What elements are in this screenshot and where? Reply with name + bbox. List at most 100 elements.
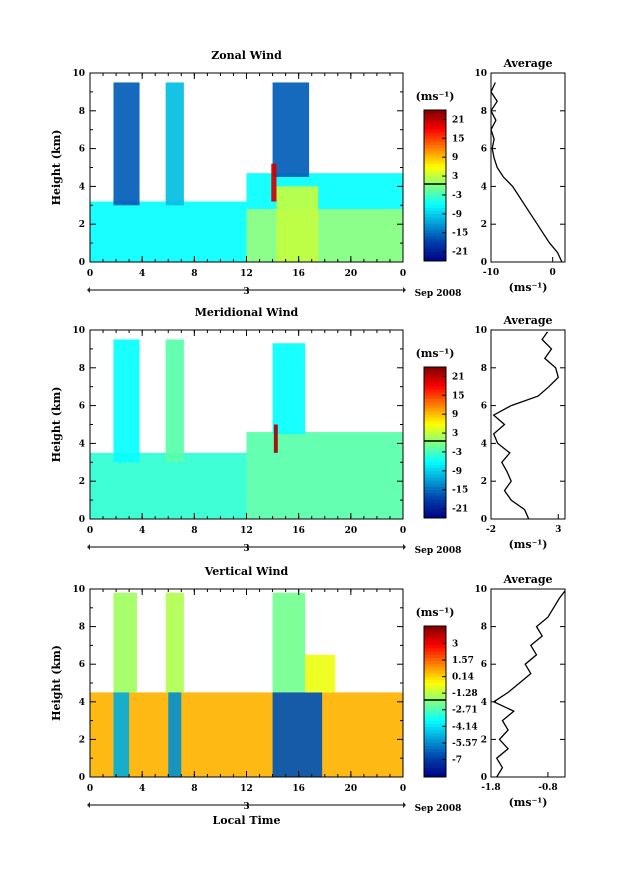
colorbar-segment: [424, 726, 446, 731]
average-y-tick-label: 10: [474, 585, 487, 595]
colorbar-tick-label: -15: [452, 486, 468, 496]
colorbar-segment: [424, 401, 446, 406]
colorbar-tick-label: -7: [452, 756, 462, 766]
y-tick-label: 0: [79, 258, 85, 268]
colorbar-segment: [424, 448, 446, 453]
colorbar-tick-label: 9: [452, 153, 458, 163]
colorbar-label: (ms⁻¹): [416, 347, 455, 360]
colorbar-frame: [423, 109, 447, 262]
average-profile-line: [490, 82, 563, 263]
colorbar-segment: [424, 483, 446, 487]
colorbar-segment: [424, 486, 446, 491]
colorbar-segment: [424, 188, 446, 193]
y-tick-label: 8: [79, 364, 85, 374]
colorbar-segment: [424, 257, 446, 262]
colorbar-segment: [424, 119, 446, 123]
colorbar-frame: [423, 625, 447, 778]
x-tick-label: 0: [87, 526, 93, 536]
average-y-tick-label: 6: [481, 145, 487, 155]
date-label: Sep 2008: [415, 289, 462, 299]
y-tick-label: 4: [79, 698, 85, 708]
colorbar-segment: [424, 210, 446, 215]
colorbar-segment: [424, 685, 446, 690]
data-block: [246, 432, 403, 519]
colorbar-tick-label: -21: [452, 505, 468, 515]
colorbar-segment: [424, 248, 446, 252]
colorbar-segment: [424, 651, 446, 655]
colorbar-segment: [424, 657, 446, 662]
colorbar-segment: [424, 232, 446, 237]
colorbar-segment: [424, 144, 446, 149]
colorbar-segment: [424, 638, 446, 643]
colorbar-segment: [424, 745, 446, 750]
colorbar-segment: [424, 376, 446, 380]
x-tick-label: 16: [292, 784, 305, 794]
colorbar-segment: [424, 373, 446, 377]
average-y-tick-label: 8: [481, 623, 487, 633]
colorbar-tick-label: 15: [452, 391, 465, 401]
y-tick-label: 8: [79, 623, 85, 633]
y-tick-label: 6: [79, 145, 85, 155]
colorbar-segment: [424, 223, 446, 227]
x-tick-label: 8: [191, 269, 197, 279]
colorbar-segment: [424, 511, 446, 516]
colorbar-segment: [424, 717, 446, 721]
colorbar-segment: [424, 411, 446, 415]
data-block: [271, 163, 277, 202]
x-tick-label: 4: [139, 784, 145, 794]
average-y-tick-label: 6: [481, 660, 487, 670]
data-block: [113, 82, 140, 206]
average-y-tick-label: 0: [481, 773, 487, 783]
colorbar-frame: [423, 366, 447, 519]
colorbar-segment: [424, 751, 446, 756]
colorbar-segment: [424, 379, 446, 384]
y-tick-label: 6: [79, 660, 85, 670]
colorbar-segment: [424, 458, 446, 462]
colorbar-segment: [424, 455, 446, 459]
average-y-tick-label: 2: [481, 477, 487, 487]
average-title: Average: [502, 57, 552, 70]
x-tick-label: 8: [191, 784, 197, 794]
colorbar-tick-label: -4.14: [452, 722, 478, 732]
average-profile-line: [492, 590, 566, 778]
x-tick-label: 16: [292, 269, 305, 279]
colorbar-segment: [424, 172, 446, 177]
panel-title: Zonal Wind: [211, 49, 282, 62]
colorbar-segment: [424, 370, 446, 374]
colorbar-segment: [424, 116, 446, 120]
y-tick-label: 4: [79, 182, 85, 192]
average-unit-label: (ms⁻¹): [509, 538, 548, 551]
x-tick-label: 0: [400, 269, 406, 279]
colorbar-segment: [424, 732, 446, 737]
data-block: [90, 692, 403, 777]
colorbar-segment: [424, 767, 446, 772]
average-unit-label: (ms⁻¹): [509, 281, 548, 294]
colorbar-segment: [424, 742, 446, 746]
x-tick-label: 20: [345, 269, 358, 279]
x-tick-label: 16: [292, 526, 305, 536]
colorbar-segment: [424, 113, 446, 117]
data-block: [246, 173, 403, 210]
x-tick-label: 0: [87, 269, 93, 279]
colorbar-segment: [424, 505, 446, 509]
colorbar-segment: [424, 514, 446, 519]
colorbar-segment: [424, 220, 446, 224]
day-bar-left-marker: [87, 544, 90, 550]
data-block: [113, 339, 140, 463]
day-label: 3: [243, 544, 249, 554]
colorbar-segment: [424, 135, 446, 139]
x-tick-label: 20: [345, 784, 358, 794]
colorbar-segment: [424, 132, 446, 136]
colorbar-segment: [424, 385, 446, 390]
colorbar-tick-label: -3: [452, 191, 462, 201]
colorbar-segment: [424, 138, 446, 142]
colorbar-segment: [424, 644, 446, 649]
colorbar-segment: [424, 229, 446, 234]
average-y-tick-label: 6: [481, 402, 487, 412]
colorbar-segment: [424, 122, 446, 127]
colorbar-segment: [424, 185, 446, 190]
colorbar-segment: [424, 773, 446, 778]
data-block: [305, 654, 336, 693]
colorbar-segment: [424, 235, 446, 240]
